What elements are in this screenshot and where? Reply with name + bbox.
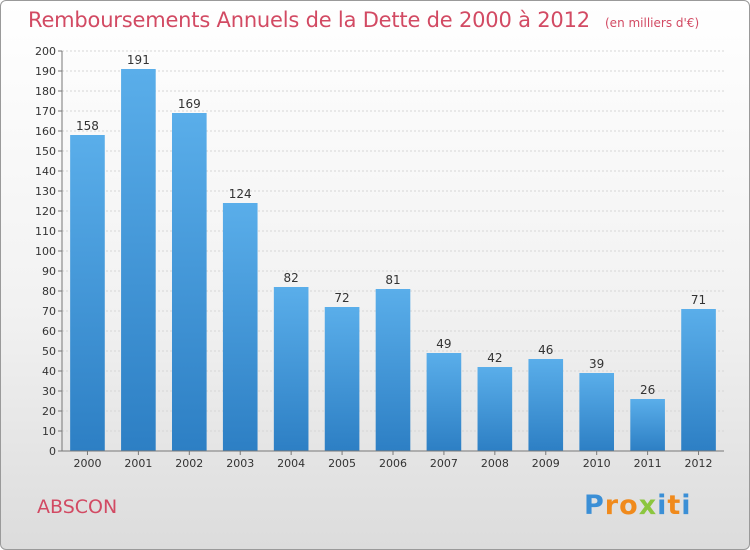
bar-value-label: 46 <box>538 343 553 357</box>
logo-letter: t <box>667 490 682 521</box>
y-tick-label: 180 <box>35 85 56 98</box>
bar-2010 <box>579 373 615 451</box>
y-tick-label: 190 <box>35 65 56 78</box>
bar-2009 <box>528 359 564 451</box>
bar-value-label: 124 <box>229 187 252 201</box>
y-tick-label: 90 <box>42 265 56 278</box>
x-tick-label: 2002 <box>175 457 203 470</box>
bar-2003 <box>222 203 258 451</box>
x-tick-label: 2008 <box>481 457 509 470</box>
y-tick-label: 140 <box>35 165 56 178</box>
x-tick-label: 2003 <box>226 457 254 470</box>
bar-value-label: 26 <box>640 383 655 397</box>
y-tick-label: 200 <box>35 45 56 58</box>
bar-value-label: 169 <box>178 97 201 111</box>
logo-letter: P <box>584 490 605 521</box>
y-tick-label: 110 <box>35 225 56 238</box>
y-tick-label: 120 <box>35 205 56 218</box>
bar-value-label: 191 <box>127 53 150 67</box>
bar-2000 <box>70 135 105 451</box>
bar-value-label: 49 <box>436 337 451 351</box>
bar-2002 <box>171 113 207 451</box>
bar-2004 <box>273 287 309 451</box>
bars: 158 191 169 124 82 72 81 49 42 46 39 26 71 <box>70 53 716 451</box>
bar-2011 <box>630 399 665 451</box>
bar-value-label: 39 <box>589 357 604 371</box>
chart-unit: (en milliers d'€) <box>605 16 700 30</box>
y-tick-label: 100 <box>35 245 56 258</box>
x-tick-label: 2000 <box>73 457 101 470</box>
bar-2007 <box>426 353 462 451</box>
y-tick-label: 0 <box>49 445 56 458</box>
y-tick-label: 10 <box>42 425 56 438</box>
bar-value-label: 81 <box>385 273 400 287</box>
bar-2001 <box>121 69 156 451</box>
x-tick-label: 2005 <box>328 457 356 470</box>
bar-2008 <box>477 367 513 451</box>
x-tick-label: 2001 <box>124 457 152 470</box>
logo-letter: o <box>619 490 639 521</box>
x-tick-label: 2012 <box>685 457 713 470</box>
y-tick-label: 150 <box>35 145 56 158</box>
logo-letter: i <box>681 490 692 521</box>
y-tick-label: 80 <box>42 285 56 298</box>
chart-title-block: Remboursements Annuels de la Dette de 20… <box>28 8 699 32</box>
bar-value-label: 72 <box>334 291 349 305</box>
logo-letter: x <box>638 490 658 521</box>
x-tick-label: 2004 <box>277 457 305 470</box>
x-tick-label: 2011 <box>634 457 662 470</box>
proxiti-logo[interactable]: Proxiti <box>584 490 692 521</box>
y-tick-label: 160 <box>35 125 56 138</box>
x-tick-label: 2007 <box>430 457 458 470</box>
x-tick-label: 2006 <box>379 457 407 470</box>
y-tick-label: 50 <box>42 345 56 358</box>
bar-value-label: 71 <box>691 293 706 307</box>
y-tick-label: 40 <box>42 365 56 378</box>
logo-letter: i <box>657 490 668 521</box>
y-tick-label: 70 <box>42 305 56 318</box>
bar-2012 <box>681 309 716 451</box>
chart-title: Remboursements Annuels de la Dette de 20… <box>28 8 590 32</box>
axes: 0 10 20 30 40 50 60 70 80 90 100 110 120 130 140 150 160… <box>35 45 724 470</box>
bar-value-label: 158 <box>76 119 99 133</box>
y-tick-label: 20 <box>42 405 56 418</box>
x-tick-label: 2009 <box>532 457 560 470</box>
bar-value-label: 42 <box>487 351 502 365</box>
bar-2006 <box>375 289 411 451</box>
x-tick-label: 2010 <box>583 457 611 470</box>
y-tick-label: 30 <box>42 385 56 398</box>
y-tick-label: 60 <box>42 325 56 338</box>
logo-letter: r <box>604 490 620 521</box>
bar-2005 <box>324 307 360 451</box>
y-tick-label: 170 <box>35 105 56 118</box>
y-tick-label: 130 <box>35 185 56 198</box>
bar-value-label: 82 <box>284 271 299 285</box>
commune-name: ABSCON <box>37 496 118 518</box>
